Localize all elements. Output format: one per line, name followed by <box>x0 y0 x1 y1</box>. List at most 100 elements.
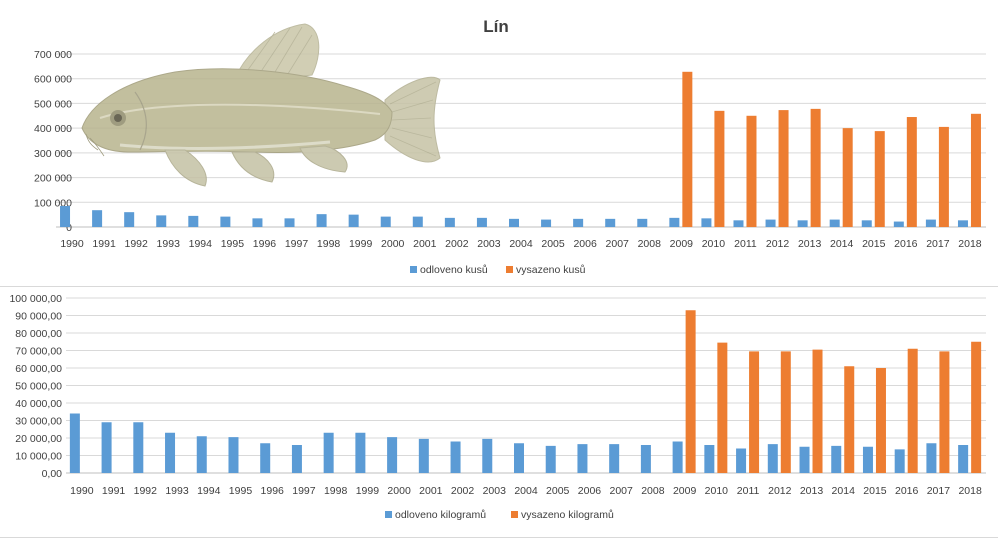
chart1-bar-stocked-2015 <box>875 368 886 473</box>
chart0-bar-caught-2018 <box>957 220 968 227</box>
chart0-bar-caught-2008 <box>637 218 648 227</box>
chart1-y-tick-label: 50 000,00 <box>15 381 62 393</box>
chart1-x-tick-label: 2003 <box>483 485 507 497</box>
chart1-x-tick-label: 2014 <box>832 485 856 497</box>
chart1-y-tick-label: 60 000,00 <box>15 363 62 375</box>
chart1-x-tick-label: 1990 <box>70 485 94 497</box>
chart0-x-tick-label: 2007 <box>606 238 630 250</box>
chart1-x-tick-label: 2016 <box>895 485 919 497</box>
chart1-legend-swatch <box>511 511 518 518</box>
chart1-bar-caught-2007 <box>609 444 620 473</box>
chart0-x-tick-label: 1994 <box>189 238 213 250</box>
chart0-x-tick-label: 2016 <box>894 238 918 250</box>
chart1-y-tick-label: 80 000,00 <box>15 328 62 340</box>
chart1-bar-caught-2015 <box>862 446 873 473</box>
chart0-bar-caught-2016 <box>893 221 904 227</box>
chart0-x-tick-label: 1996 <box>253 238 277 250</box>
chart0-bar-stocked-2011 <box>746 115 757 227</box>
chart1-bar-caught-2016 <box>894 449 905 473</box>
chart1-bar-stocked-2017 <box>939 351 950 473</box>
chart1-bar-stocked-2011 <box>749 351 760 473</box>
chart0-bar-caught-1994 <box>188 215 199 227</box>
chart1-bar-stocked-2013 <box>812 349 823 473</box>
chart1-y-tick-label: 90 000,00 <box>15 311 62 323</box>
chart0-bar-caught-1991 <box>92 210 103 227</box>
chart0-x-tick-label: 2003 <box>477 238 501 250</box>
chart0-bar-caught-2012 <box>765 219 776 227</box>
chart1-bar-caught-1998 <box>323 432 334 473</box>
chart0-bar-caught-2011 <box>733 220 744 227</box>
chart1-bar-caught-2005 <box>545 445 556 473</box>
chart0-x-tick-label: 2012 <box>766 238 790 250</box>
tench-fish-illustration <box>81 23 441 187</box>
chart0-x-tick-label: 1991 <box>92 238 116 250</box>
chart0-x-tick-label: 2015 <box>862 238 886 250</box>
chart1-bar-stocked-2018 <box>971 341 982 473</box>
chart0-bar-stocked-2017 <box>938 126 949 227</box>
chart0-bar-caught-2013 <box>797 220 808 227</box>
chart0-bar-caught-2005 <box>541 219 552 227</box>
chart1-bar-stocked-2012 <box>780 351 791 473</box>
chart0-x-tick-label: 1998 <box>317 238 341 250</box>
chart0-y-tick-label: 700 000 <box>34 49 72 61</box>
chart1-bar-stocked-2010 <box>717 342 728 473</box>
chart0-bar-stocked-2018 <box>970 113 981 227</box>
chart1-x-tick-label: 2004 <box>514 485 538 497</box>
chart1-x-tick-label: 1994 <box>197 485 221 497</box>
chart1-x-tick-label: 2006 <box>578 485 602 497</box>
chart1-bar-caught-2000 <box>387 437 398 473</box>
chart1-bar-caught-2006 <box>577 444 588 473</box>
chart0-x-tick-label: 1995 <box>221 238 245 250</box>
chart0-y-tick-label: 600 000 <box>34 74 72 86</box>
chart-kilograms: 0,00 10 000,00 20 000,00 30 000,00 40 000,00… <box>0 287 998 538</box>
chart0-bar-caught-2010 <box>701 218 712 227</box>
chart1-y-tick-label: 40 000,00 <box>15 398 62 410</box>
chart1-x-tick-label: 2009 <box>673 485 697 497</box>
chart1-bar-caught-1992 <box>133 422 144 473</box>
chart1-x-tick-label: 1991 <box>102 485 126 497</box>
chart1-x-tick-label: 1993 <box>165 485 189 497</box>
chart0-x-tick-label: 1993 <box>157 238 181 250</box>
chart0-bar-caught-2004 <box>509 218 519 227</box>
chart1-bar-caught-1991 <box>101 422 112 473</box>
chart1-bar-caught-2003 <box>482 438 493 473</box>
chart1-y-tick-label: 10 000,00 <box>15 451 62 463</box>
chart0-bar-caught-1993 <box>156 215 167 227</box>
chart1-bar-caught-2014 <box>831 445 842 473</box>
chart0-x-tick-label: 1997 <box>285 238 309 250</box>
chart1-bar-caught-2011 <box>736 448 747 473</box>
chart0-y-tick-label: 400 000 <box>34 123 72 135</box>
chart1-bar-caught-1997 <box>291 445 302 473</box>
chart1-x-tick-label: 2013 <box>800 485 824 497</box>
chart0-bar-stocked-2014 <box>842 128 853 227</box>
chart0-x-tick-label: 2010 <box>702 238 726 250</box>
chart1-x-tick-label: 1999 <box>356 485 380 497</box>
chart0-x-tick-label: 1992 <box>124 238 148 250</box>
chart1-x-tick-label: 2002 <box>451 485 475 497</box>
chart0-bar-stocked-2013 <box>810 108 821 227</box>
chart1-x-tick-label: 1997 <box>292 485 316 497</box>
chart0-bar-caught-1990 <box>60 205 71 227</box>
chart1-bar-caught-2009 <box>672 441 683 473</box>
chart0-x-tick-label: 2013 <box>798 238 822 250</box>
chart0-bar-stocked-2016 <box>906 117 917 227</box>
chart1-bar-caught-2012 <box>767 444 778 473</box>
chart1-x-tick-label: 2007 <box>609 485 633 497</box>
chart-pieces: Lín 0 100 000 200 000 300 000 400 000 500 000 6… <box>0 17 998 287</box>
chart0-bar-caught-2014 <box>829 219 840 227</box>
chart1-legend-swatch <box>385 511 392 518</box>
chart0-legend: odloveno kusů vysazeno kusů <box>410 264 586 276</box>
chart1-bar-caught-1993 <box>165 432 176 473</box>
chart0-x-tick-label: 2005 <box>541 238 565 250</box>
chart1-bar-caught-2001 <box>418 438 429 473</box>
chart0-x-tick-label: 2008 <box>638 238 662 250</box>
chart0-x-tick-label: 2000 <box>381 238 405 250</box>
chart0-bar-caught-1992 <box>124 212 135 227</box>
chart1-bar-stocked-2014 <box>844 366 855 473</box>
chart0-x-tick-label: 2004 <box>509 238 533 250</box>
chart1-y-tick-label: 100 000,00 <box>9 293 62 305</box>
chart0-x-tick-label: 2002 <box>445 238 469 250</box>
chart0-x-tick-label: 1990 <box>60 238 84 250</box>
chart1-x-tick-label: 1995 <box>229 485 253 497</box>
chart0-bar-caught-2015 <box>861 220 872 227</box>
